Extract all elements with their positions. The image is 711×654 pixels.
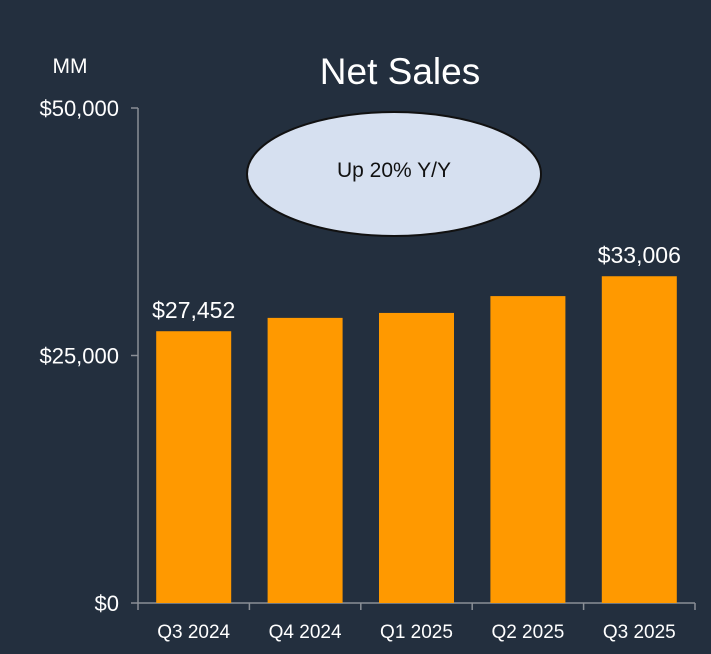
callout: Up 20% Y/Y	[246, 111, 542, 237]
unit-label: MM	[53, 55, 88, 78]
y-tick-label: $25,000	[39, 344, 119, 369]
chart-title: Net Sales	[320, 51, 480, 92]
callout-ellipse	[246, 111, 542, 237]
x-tick-label: Q3 2025	[603, 622, 676, 643]
y-tick-label: $0	[95, 591, 119, 616]
bar	[156, 331, 232, 603]
data-label: $27,452	[152, 297, 235, 323]
bar	[490, 296, 566, 603]
bar	[601, 276, 677, 603]
x-tick-label: Q4 2024	[269, 622, 342, 643]
data-label: $33,006	[598, 242, 681, 268]
callout-text: Up 20% Y/Y	[337, 159, 451, 182]
x-tick-label: Q1 2025	[380, 622, 453, 643]
bars	[156, 276, 677, 603]
y-tick-label: $50,000	[39, 96, 119, 121]
labels: Q3 2024 $27,452 Q4 2024 Q1 2025 Q2 2025 Q3 20…	[152, 242, 681, 643]
x-tick-label: Q3 2024	[157, 622, 230, 643]
bar	[267, 317, 343, 603]
x-tick-label: Q2 2025	[491, 622, 564, 643]
bar	[379, 312, 454, 603]
